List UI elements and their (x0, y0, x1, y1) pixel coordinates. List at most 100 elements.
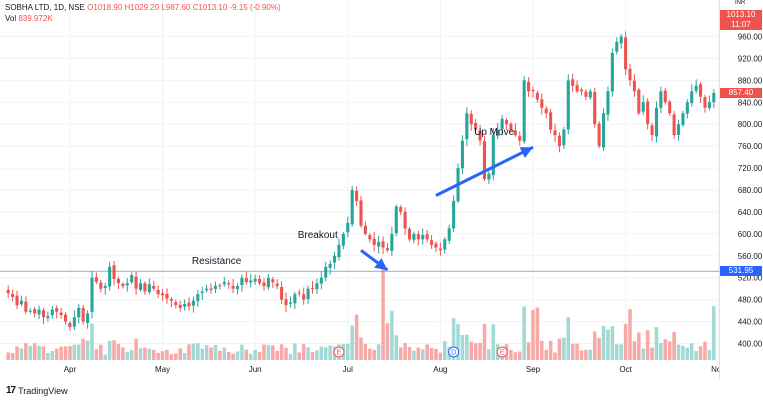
volume-bar (420, 349, 425, 360)
volume-bar (129, 349, 134, 360)
candle-body (121, 284, 125, 286)
volume-bar (601, 325, 606, 360)
candle-body (540, 99, 544, 108)
price-tick-label: 520.00 (738, 274, 763, 283)
candle-body (562, 129, 566, 146)
volume-bar (77, 344, 81, 360)
candle-body (672, 114, 676, 136)
candle-body (663, 90, 667, 103)
candle-body (385, 248, 390, 251)
candle-body (425, 234, 429, 240)
candle-body (147, 284, 151, 293)
volume-bar (469, 341, 474, 360)
candle-body (174, 302, 178, 306)
volume-bar (284, 347, 288, 360)
price-tick-label: 880.00 (738, 76, 763, 85)
candle-body (487, 173, 491, 180)
candle-body (302, 294, 306, 300)
candle-body (460, 140, 464, 169)
volume-bar (372, 349, 376, 360)
candle-body (249, 280, 253, 283)
volume-bar (54, 348, 59, 360)
volume-bar (667, 341, 672, 360)
candle-body (156, 289, 160, 295)
event-marker-circle (448, 346, 460, 358)
last-price-tag: 1013.10 11:07 (720, 10, 762, 30)
volume-bar (451, 318, 456, 360)
price-tick-label: 400.00 (738, 340, 763, 349)
volume-bar (615, 344, 619, 360)
candle-body (465, 113, 469, 140)
volume-bar (654, 327, 659, 360)
tradingview-logo[interactable]: 17 TradingView (6, 385, 68, 396)
volume-bar (540, 340, 544, 360)
volume-bar (416, 347, 421, 360)
candle-body (240, 277, 244, 286)
volume-bar (151, 349, 156, 360)
candle-body (394, 206, 398, 234)
volume-bar (628, 309, 632, 360)
candle-body (676, 124, 681, 135)
volume-bar (275, 350, 279, 360)
volume-bar (306, 347, 310, 360)
candle-body (169, 299, 173, 301)
price-tick-label: 640.00 (738, 208, 763, 217)
volume-bar (637, 332, 641, 360)
time-tick-label: Jul (343, 365, 353, 374)
arrow-head (519, 147, 533, 158)
time-tick-label: Oct (619, 365, 632, 374)
volume-bar (663, 339, 668, 360)
volume-bar (226, 352, 231, 360)
candle-body (41, 310, 46, 318)
tradingview-mark-icon: 17 (6, 385, 16, 396)
candle-body (200, 291, 204, 293)
volume-bar (526, 342, 531, 360)
volume-bars (6, 268, 716, 360)
volume-bar (544, 349, 548, 360)
candle-body (509, 123, 513, 130)
volume-bar (209, 347, 213, 360)
volume-bar (116, 343, 121, 360)
volume-bar (297, 352, 302, 360)
candle-body (19, 300, 23, 305)
arrow-head (374, 258, 388, 271)
volume-bar (465, 334, 469, 360)
candle-body (513, 130, 517, 136)
candle-body (196, 294, 200, 302)
candle-body (143, 283, 147, 292)
volume-bar (63, 346, 68, 360)
candle-body (262, 282, 266, 286)
volume-bar (218, 350, 222, 360)
price-tick-label: 760.00 (738, 142, 763, 151)
volume-bar (650, 347, 654, 360)
event-marker-circle (496, 346, 508, 358)
volume-bar (59, 346, 63, 360)
price-tick-label: 560.00 (738, 252, 763, 261)
price-axis[interactable]: 400.00 440.00 480.00 520.00 560.00 600.00 640.… (719, 0, 763, 380)
volume-bar (425, 344, 429, 360)
time-axis[interactable]: AprMayJunJulAugSepOctNovDe (0, 362, 719, 382)
candle-body (337, 244, 341, 258)
volume-bar (487, 349, 491, 360)
volume-bar (165, 349, 169, 360)
price-chart[interactable]: EDEE (0, 0, 763, 380)
candle-body (447, 228, 451, 241)
price-axis-labels: 400.00 440.00 480.00 520.00 560.00 600.00 640.… (738, 32, 763, 349)
candle-body (94, 277, 98, 283)
volume-bar (376, 344, 381, 360)
volume-bar (257, 352, 262, 360)
candle-body (33, 309, 37, 314)
candle-body (381, 241, 385, 248)
grid (0, 0, 719, 362)
volume-bar (368, 348, 372, 360)
candle-body (165, 293, 169, 299)
volume-bar (681, 345, 685, 360)
volume-bar (231, 353, 235, 360)
volume-bar (24, 343, 28, 360)
volume-bar (390, 310, 394, 360)
candle-body (218, 285, 222, 287)
candle-body (205, 288, 209, 291)
volume-bar (41, 346, 46, 360)
candle-body (103, 285, 107, 288)
